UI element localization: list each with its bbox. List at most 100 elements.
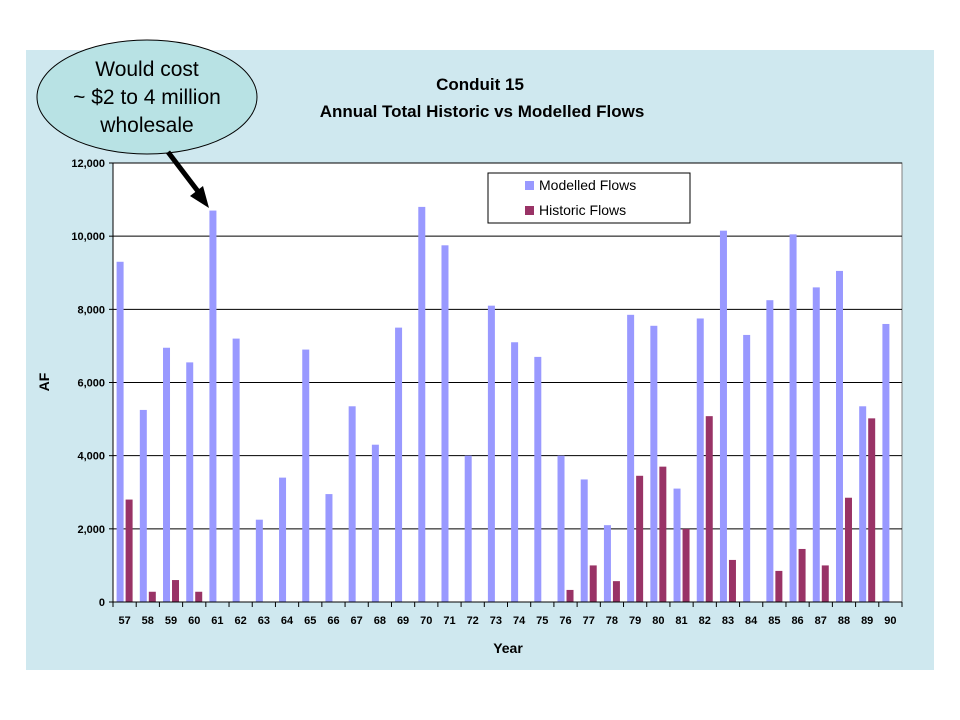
x-tick-label: 64 bbox=[281, 615, 294, 627]
bar-modelled-73 bbox=[487, 305, 495, 602]
x-tick-label: 80 bbox=[652, 615, 664, 627]
bar-modelled-79 bbox=[627, 314, 635, 602]
bar-historic-88 bbox=[844, 497, 852, 602]
y-axis-label: AF bbox=[36, 372, 52, 391]
bar-modelled-57 bbox=[116, 261, 124, 602]
x-tick-label: 74 bbox=[513, 615, 526, 627]
x-tick-label: 75 bbox=[536, 615, 548, 627]
chart-subtitle: Annual Total Historic vs Modelled Flows bbox=[320, 102, 645, 121]
x-tick-label: 59 bbox=[165, 615, 177, 627]
bar-historic-59 bbox=[172, 580, 180, 602]
x-tick-label: 90 bbox=[884, 615, 896, 627]
bar-historic-86 bbox=[798, 548, 806, 602]
bar-historic-77 bbox=[589, 565, 597, 602]
bar-modelled-62 bbox=[232, 338, 240, 602]
bar-modelled-85 bbox=[766, 300, 774, 602]
bar-historic-80 bbox=[659, 466, 667, 602]
y-tick-label: 8,000 bbox=[77, 304, 105, 316]
bar-modelled-87 bbox=[812, 287, 820, 602]
y-tick-label: 0 bbox=[99, 597, 105, 609]
legend-label-modelled: Modelled Flows bbox=[539, 177, 636, 193]
bar-modelled-75 bbox=[534, 356, 542, 602]
x-tick-label: 77 bbox=[583, 615, 595, 627]
callout-line-2: ~ $2 to 4 million bbox=[73, 86, 221, 109]
bar-modelled-82 bbox=[696, 318, 704, 602]
bar-historic-79 bbox=[636, 475, 644, 602]
x-tick-label: 83 bbox=[722, 615, 734, 627]
bar-modelled-77 bbox=[580, 479, 588, 602]
callout-line-3: wholesale bbox=[99, 114, 193, 137]
bar-modelled-84 bbox=[743, 334, 751, 602]
legend-box bbox=[487, 172, 691, 224]
bar-modelled-65 bbox=[302, 349, 310, 602]
callout-line-1: Would cost bbox=[95, 58, 199, 81]
x-tick-label: 81 bbox=[675, 615, 687, 627]
bar-modelled-69 bbox=[395, 327, 403, 602]
bar-modelled-80 bbox=[650, 325, 658, 602]
x-tick-label: 69 bbox=[397, 615, 409, 627]
bar-modelled-72 bbox=[464, 455, 472, 602]
x-tick-label: 66 bbox=[327, 615, 339, 627]
bar-modelled-81 bbox=[673, 488, 681, 602]
x-tick-label: 65 bbox=[304, 615, 316, 627]
bar-historic-82 bbox=[705, 416, 713, 602]
bar-modelled-66 bbox=[325, 494, 333, 602]
x-tick-label: 68 bbox=[374, 615, 386, 627]
bar-historic-87 bbox=[821, 565, 829, 602]
y-tick-label: 2,000 bbox=[77, 524, 105, 536]
x-axis-label: Year bbox=[493, 640, 523, 656]
x-tick-label: 78 bbox=[606, 615, 618, 627]
bar-modelled-86 bbox=[789, 234, 797, 602]
bar-historic-57 bbox=[125, 499, 133, 602]
x-tick-labels: 57 58 59 60 61 62 63 64 65 66 67 68 69 70 71 72 73 74 75 76… bbox=[118, 615, 896, 627]
x-tick-label: 85 bbox=[768, 615, 780, 627]
bar-modelled-59 bbox=[163, 347, 171, 602]
bar-modelled-63 bbox=[255, 519, 263, 602]
x-tick-label: 76 bbox=[559, 615, 571, 627]
x-tick-label: 60 bbox=[188, 615, 200, 627]
x-tick-label: 62 bbox=[235, 615, 247, 627]
bar-historic-78 bbox=[612, 581, 620, 602]
x-tick-label: 84 bbox=[745, 615, 758, 627]
x-tick-label: 82 bbox=[699, 615, 711, 627]
chart-title: Conduit 15 bbox=[436, 75, 524, 94]
legend-label-historic: Historic Flows bbox=[539, 202, 626, 218]
callout-arrow-shaft bbox=[166, 150, 202, 196]
y-tick-label: 12,000 bbox=[71, 158, 105, 170]
x-tick-label: 73 bbox=[490, 615, 502, 627]
axes bbox=[109, 162, 903, 607]
bar-historic-81 bbox=[682, 528, 690, 602]
bar-modelled-64 bbox=[279, 477, 287, 602]
x-tick-label: 57 bbox=[118, 615, 130, 627]
bar-modelled-78 bbox=[603, 525, 611, 602]
bar-historic-83 bbox=[728, 559, 736, 602]
bar-modelled-67 bbox=[348, 406, 356, 602]
x-tick-label: 71 bbox=[443, 615, 455, 627]
bar-modelled-88 bbox=[835, 270, 843, 602]
legend-swatch-modelled bbox=[525, 181, 534, 190]
bar-historic-76 bbox=[566, 589, 574, 602]
bar-modelled-71 bbox=[441, 245, 449, 602]
x-tick-label: 67 bbox=[351, 615, 363, 627]
bar-modelled-83 bbox=[719, 230, 727, 602]
callout-bubble bbox=[36, 39, 258, 155]
legend-swatch-historic bbox=[525, 206, 534, 215]
y-tick-label: 6,000 bbox=[77, 378, 105, 390]
x-tick-label: 63 bbox=[258, 615, 270, 627]
x-tick-label: 70 bbox=[420, 615, 432, 627]
x-tick-label: 72 bbox=[467, 615, 479, 627]
bar-historic-60 bbox=[195, 591, 203, 602]
bar-historic-85 bbox=[775, 570, 783, 602]
bar-modelled-61 bbox=[209, 210, 217, 602]
x-tick-label: 87 bbox=[815, 615, 827, 627]
y-tick-label: 4,000 bbox=[77, 451, 105, 463]
x-tick-label: 88 bbox=[838, 615, 850, 627]
bar-modelled-60 bbox=[186, 362, 194, 602]
bar-modelled-58 bbox=[139, 409, 147, 602]
bar-modelled-89 bbox=[859, 406, 867, 602]
x-tick-label: 79 bbox=[629, 615, 641, 627]
chart-svg: Conduit 15 Annual Total Historic vs Mode… bbox=[36, 75, 903, 656]
bar-modelled-68 bbox=[371, 444, 379, 602]
bars bbox=[116, 206, 890, 602]
